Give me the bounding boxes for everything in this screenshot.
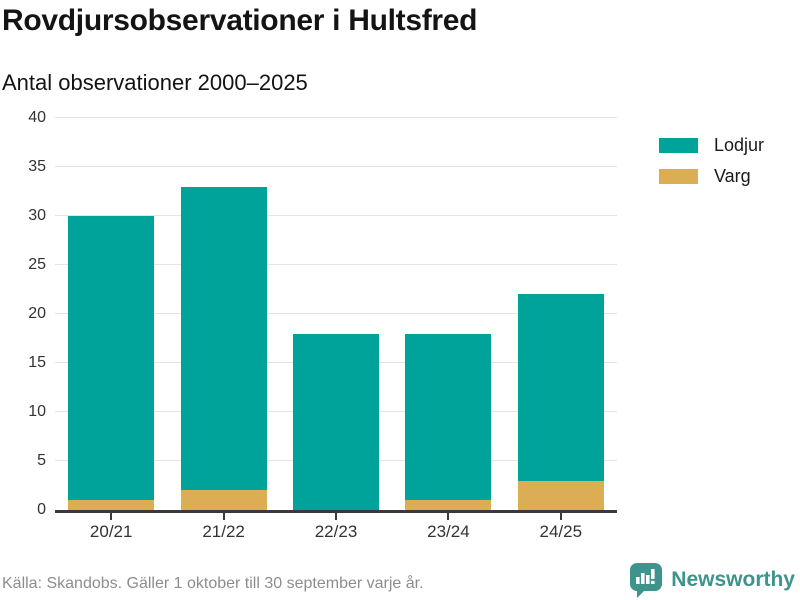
x-axis-label: 24/25 xyxy=(539,522,583,541)
newsworthy-logo: Newsworthy xyxy=(629,562,795,598)
stacked-bar xyxy=(405,118,492,510)
x-axis-tick xyxy=(110,513,113,520)
newsworthy-logo-text: Newsworthy xyxy=(671,568,795,591)
x-axis-label: 20/21 xyxy=(89,522,133,541)
y-axis-tick-label: 20 xyxy=(28,305,46,322)
footer-source: Källa: Skandobs. Gäller 1 oktober till 3… xyxy=(2,575,424,592)
y-axis-tick-label: 0 xyxy=(37,501,46,518)
bar-segment-varg xyxy=(517,480,604,510)
y-axis-tick-label: 35 xyxy=(28,158,46,175)
y-axis-tick-label: 30 xyxy=(28,207,46,224)
page-subtitle: Antal observationer 2000–2025 xyxy=(2,70,308,95)
bar-segment-lodjur xyxy=(517,294,604,481)
bar-group xyxy=(55,118,167,510)
y-axis-tick-label: 5 xyxy=(37,452,46,469)
bar-segment-lodjur xyxy=(405,333,492,501)
y-axis-tick-label: 15 xyxy=(28,354,46,371)
x-axis-tick xyxy=(559,513,562,520)
legend-item: Lodjur xyxy=(659,135,764,156)
bar-segment-varg xyxy=(68,500,155,510)
legend-label: Varg xyxy=(714,166,751,186)
bar-group xyxy=(280,118,392,510)
x-axis-tick xyxy=(447,513,450,520)
x-axis-ticks xyxy=(55,513,617,521)
x-axis-tick xyxy=(335,513,337,520)
x-axis-tick xyxy=(222,513,225,520)
y-axis-tick-label: 25 xyxy=(28,256,46,273)
plot-area xyxy=(55,117,617,513)
bar-segment-varg xyxy=(405,500,492,510)
y-axis-tick-label: 40 xyxy=(28,109,46,126)
y-axis: 0 5 10 15 20 25 30 35 40 xyxy=(0,110,46,518)
x-axis-label: 22/23 xyxy=(314,522,358,541)
x-axis-label: 21/22 xyxy=(202,522,245,541)
legend-swatch xyxy=(659,169,698,184)
stacked-bar xyxy=(517,118,604,510)
gridline xyxy=(55,117,617,118)
stacked-bar xyxy=(180,118,267,510)
bar-group xyxy=(505,118,617,510)
x-axis-label: 23/24 xyxy=(427,522,470,541)
bar-segment-varg xyxy=(180,490,267,510)
gridline xyxy=(55,313,617,314)
bar-group xyxy=(392,118,504,510)
gridline xyxy=(55,215,617,216)
legend-item: Varg xyxy=(659,166,764,187)
bar-segment-lodjur xyxy=(68,216,155,501)
newsworthy-logo-icon xyxy=(630,563,663,598)
page-title: Rovdjursobservationer i Hultsfred xyxy=(2,4,478,37)
legend: Lodjur Varg xyxy=(659,135,764,197)
gridline xyxy=(55,166,617,167)
gridline xyxy=(55,264,617,265)
stacked-bar xyxy=(292,118,379,510)
bar-segment-lodjur xyxy=(180,186,267,491)
bar-segment-lodjur xyxy=(292,333,379,510)
y-axis-tick-label: 10 xyxy=(28,403,46,420)
stacked-bar xyxy=(68,118,155,510)
legend-swatch xyxy=(659,138,698,153)
bar-group xyxy=(167,118,279,510)
legend-label: Lodjur xyxy=(714,135,765,155)
